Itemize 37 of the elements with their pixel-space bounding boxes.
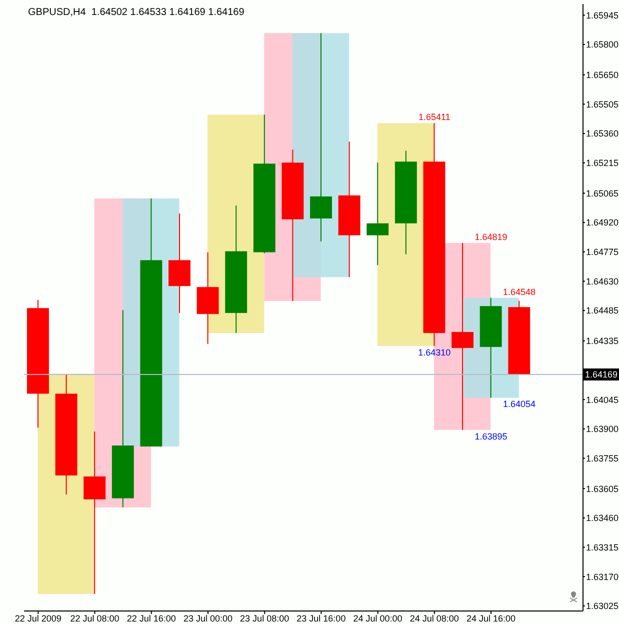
y-tick-label: 1.63900 xyxy=(586,424,619,434)
y-tick-label: 1.65945 xyxy=(586,10,619,20)
annotation: 1.64310 xyxy=(418,347,451,358)
x-tick-label: 22 Jul 2009 xyxy=(14,613,62,624)
y-tick-label: 1.65215 xyxy=(586,158,619,168)
y-tick-label: 1.64335 xyxy=(586,336,619,346)
y-tick-label: 1.65800 xyxy=(586,40,619,50)
x-tick-label: 24 Jul 16:00 xyxy=(466,613,516,624)
chart-title: GBPUSD,H4 1.64502 1.64533 1.64169 1.64169 xyxy=(28,7,244,18)
y-tick-label: 1.65505 xyxy=(586,99,619,110)
x-tick-label: 23 Jul 00:00 xyxy=(183,613,232,624)
x-tick-label: 24 Jul 08:00 xyxy=(410,613,459,624)
y-tick-label: 1.63315 xyxy=(586,542,619,552)
annotation: 1.64054 xyxy=(503,399,536,410)
ref-line-label: 1.64169 xyxy=(585,369,618,380)
y-tick-label: 1.64920 xyxy=(586,218,619,228)
y-tick-label: 1.64045 xyxy=(586,394,619,405)
annotation: 1.65411 xyxy=(418,112,450,122)
y-tick-label: 1.63025 xyxy=(586,601,619,612)
y-tick-label: 1.64485 xyxy=(586,306,619,316)
annotation: 1.63895 xyxy=(474,431,508,442)
y-tick-label: 1.63170 xyxy=(586,572,619,582)
x-tick-label: 22 Jul 08:00 xyxy=(70,613,120,624)
y-tick-label: 1.65360 xyxy=(586,128,619,139)
y-tick-label: 1.64630 xyxy=(586,276,619,286)
x-tick-label: 23 Jul 16:00 xyxy=(296,613,346,624)
x-tick-label: 24 Jul 00:00 xyxy=(353,613,402,624)
y-tick-label: 1.64775 xyxy=(586,247,619,258)
y-tick-label: 1.63755 xyxy=(586,453,619,464)
y-tick-label: 1.63460 xyxy=(586,513,619,524)
annotation: 1.64548 xyxy=(503,286,536,297)
annotation: 1.64819 xyxy=(474,232,508,242)
x-tick-label: 23 Jul 08:00 xyxy=(240,613,290,624)
y-tick-label: 1.65650 xyxy=(586,70,619,80)
y-tick-label: 1.65065 xyxy=(586,188,619,198)
y-tick-label: 1.63605 xyxy=(586,484,619,494)
x-tick-label: 22 Jul 16:00 xyxy=(126,613,176,624)
